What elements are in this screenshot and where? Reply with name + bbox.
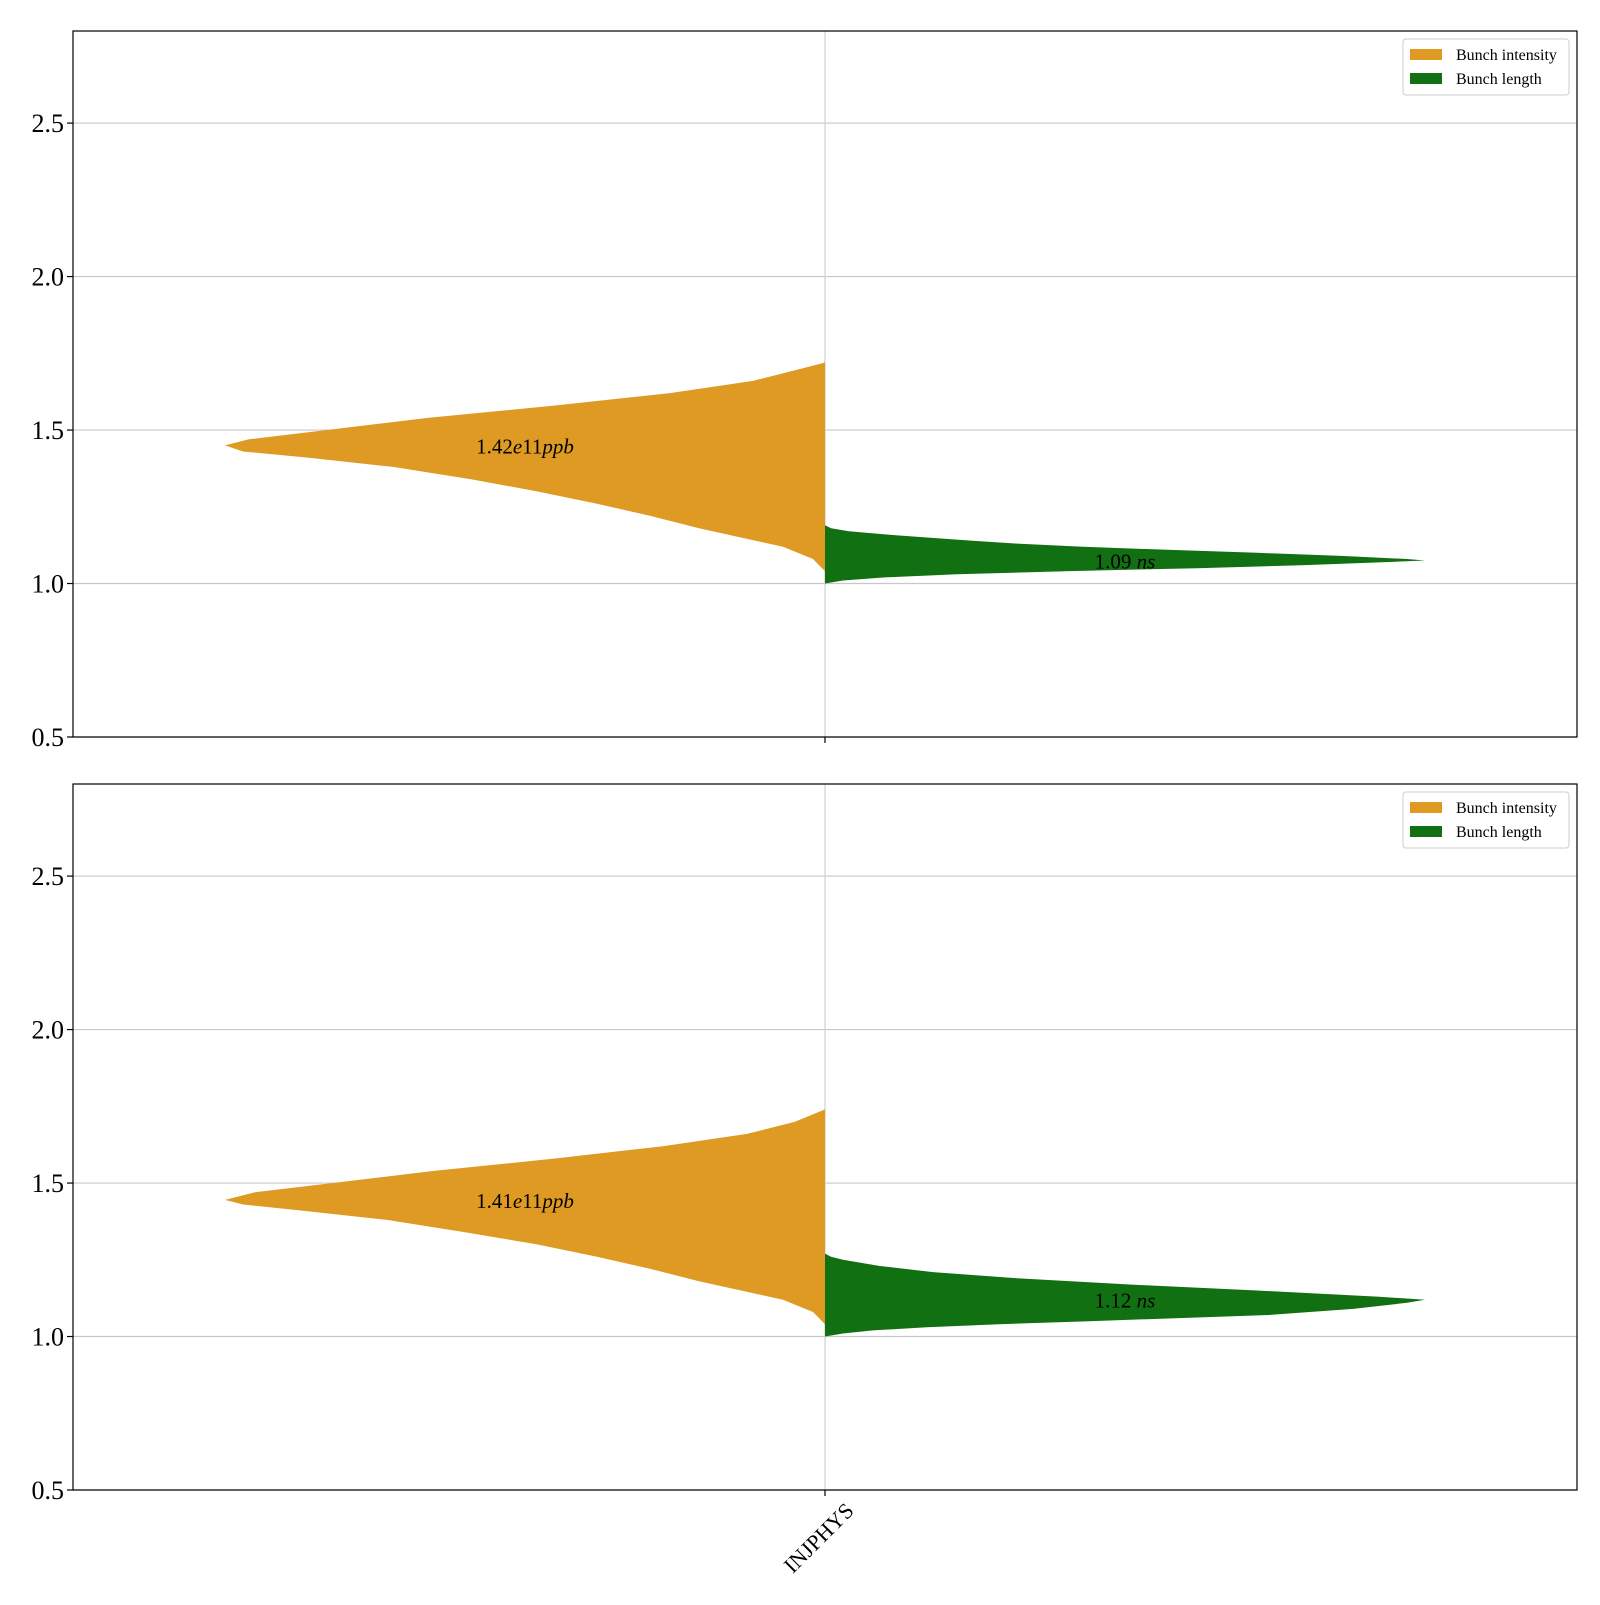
legend-box	[1402, 791, 1570, 849]
annotation-unit: ns	[1137, 550, 1156, 574]
x-category-label: INJPHYS	[779, 1498, 859, 1578]
annotation-exponent-digits: 11	[522, 1189, 542, 1213]
y-tick-label: 1.5	[32, 416, 65, 445]
violin-bunch-intensity	[225, 1109, 825, 1325]
annotation-value: 1.09	[1095, 550, 1137, 574]
panel-top: 1.42e11ppb 1.09 ns 0.5 1.0 1.5 2.0 2.5 Bunch in…	[32, 30, 1578, 752]
legend-swatch	[1410, 802, 1442, 813]
y-tick-label: 2.0	[32, 1016, 65, 1045]
violin-annotation: 1.09 ns	[1095, 550, 1156, 574]
annotation-exponent: e	[513, 434, 522, 458]
y-tick-label: 2.5	[32, 862, 65, 891]
annotation-unit: ns	[1137, 1289, 1156, 1313]
violin-annotation: 1.42e11ppb	[476, 434, 574, 458]
annotation-value: 1.12	[1095, 1289, 1137, 1313]
legend-label: Bunch length	[1456, 71, 1542, 88]
annotation-unit: ppb	[540, 434, 574, 458]
violin-bunch-length	[825, 1253, 1425, 1337]
annotation-value: 1.42	[476, 434, 513, 458]
legend-label: Bunch intensity	[1456, 800, 1557, 817]
violin-annotation: 1.12 ns	[1095, 1289, 1156, 1313]
y-tick-label: 1.5	[32, 1169, 65, 1198]
violin-bunch-length	[825, 525, 1425, 584]
annotation-exponent: e	[513, 1189, 522, 1213]
violin-annotation: 1.41e11ppb	[476, 1189, 574, 1213]
legend-box	[1402, 38, 1570, 96]
legend-label: Bunch intensity	[1456, 47, 1557, 64]
y-tick-label: 2.0	[32, 263, 65, 292]
legend: Bunch intensity Bunch length	[1402, 38, 1570, 96]
annotation-unit: ppb	[540, 1189, 574, 1213]
legend: Bunch intensity Bunch length	[1402, 791, 1570, 849]
violin-bunch-intensity	[225, 362, 825, 572]
panel-bottom: 1.41e11ppb 1.12 ns 0.5 1.0 1.5 2.0 2.5 INJPHYS B…	[32, 783, 1578, 1578]
y-tick-label: 0.5	[32, 723, 65, 752]
legend-swatch	[1410, 49, 1442, 60]
y-tick-label: 1.0	[32, 570, 65, 599]
legend-swatch	[1410, 73, 1442, 84]
annotation-exponent-digits: 11	[522, 434, 542, 458]
annotation-value: 1.41	[476, 1189, 513, 1213]
y-tick-label: 0.5	[32, 1476, 65, 1505]
legend-swatch	[1410, 826, 1442, 837]
y-tick-label: 2.5	[32, 109, 65, 138]
legend-label: Bunch length	[1456, 824, 1542, 841]
y-tick-label: 1.0	[32, 1323, 65, 1352]
